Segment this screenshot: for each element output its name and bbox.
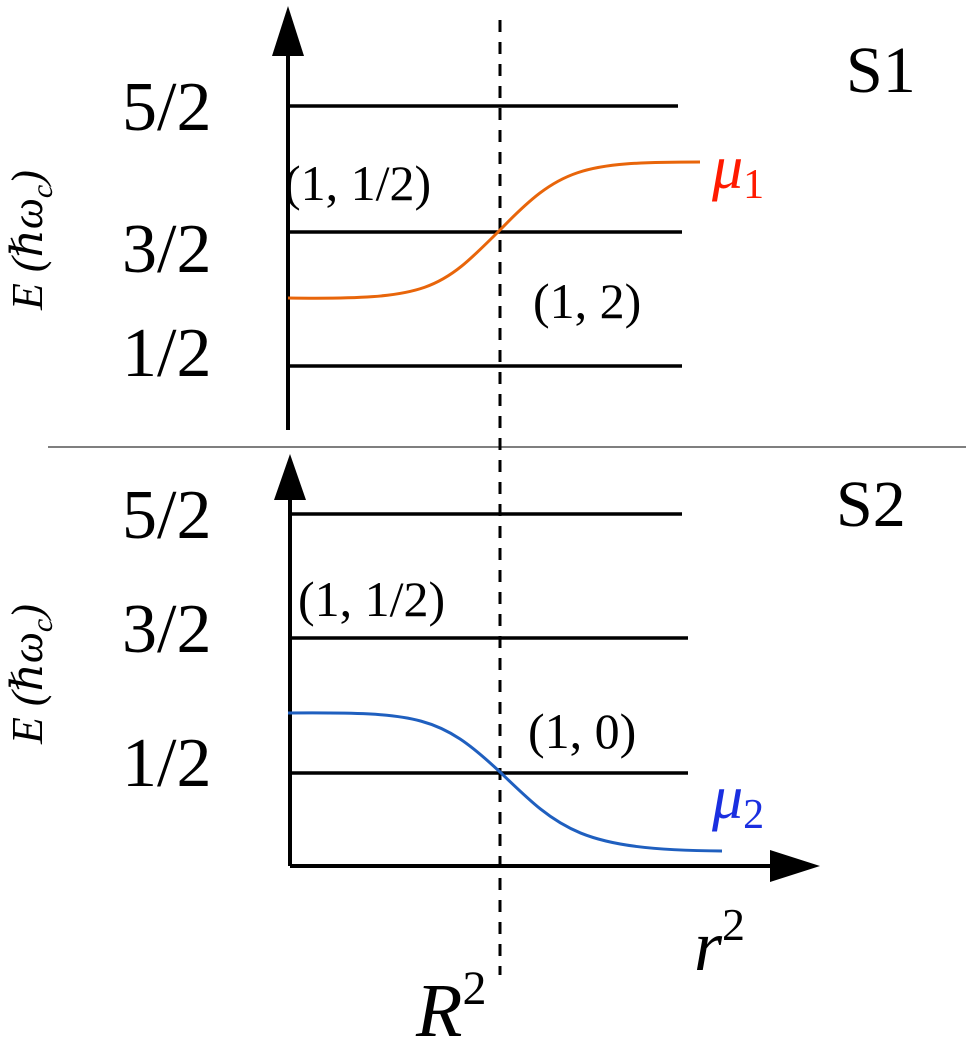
panel-s2: 5/2 3/2 1/2 E (ℏωc) S2 (1, 1/2) (1, 0) μ… [3, 454, 906, 882]
s1-tick-1-2: 1/2 [122, 315, 211, 392]
x-axis-arrow-icon [770, 850, 820, 882]
marker-label: R2 [415, 962, 486, 1044]
s2-tick-5-2: 5/2 [122, 477, 211, 554]
s2-tick-1-2: 1/2 [122, 725, 211, 802]
s2-tick-3-2: 3/2 [122, 591, 211, 668]
s2-panel-label: S2 [836, 468, 906, 541]
mu1-curve [287, 160, 701, 300]
s1-y-axis-title: E (ℏωc) [3, 170, 59, 311]
x-axis-label: r2 [694, 899, 745, 986]
s1-tick-3-2: 3/2 [122, 211, 211, 288]
mu1-label: μ1 [711, 134, 764, 208]
s1-region-upper: (1, 1/2) [284, 155, 431, 211]
mu2-label: μ2 [711, 764, 764, 838]
mu2-curve [287, 711, 723, 853]
s1-y-axis-arrow-icon [272, 6, 304, 56]
panel-s1: 5/2 3/2 1/2 E (ℏωc) S1 (1, 1/2) (1, 2) μ… [3, 6, 916, 430]
s2-region-lower: (1, 0) [528, 703, 636, 759]
s2-region-upper: (1, 1/2) [298, 571, 445, 627]
s1-panel-label: S1 [846, 34, 916, 107]
s2-y-axis-title: E (ℏωc) [3, 604, 59, 745]
s2-y-axis-arrow-icon [274, 454, 306, 500]
s1-tick-5-2: 5/2 [122, 69, 211, 146]
s1-region-lower: (1, 2) [533, 273, 641, 329]
